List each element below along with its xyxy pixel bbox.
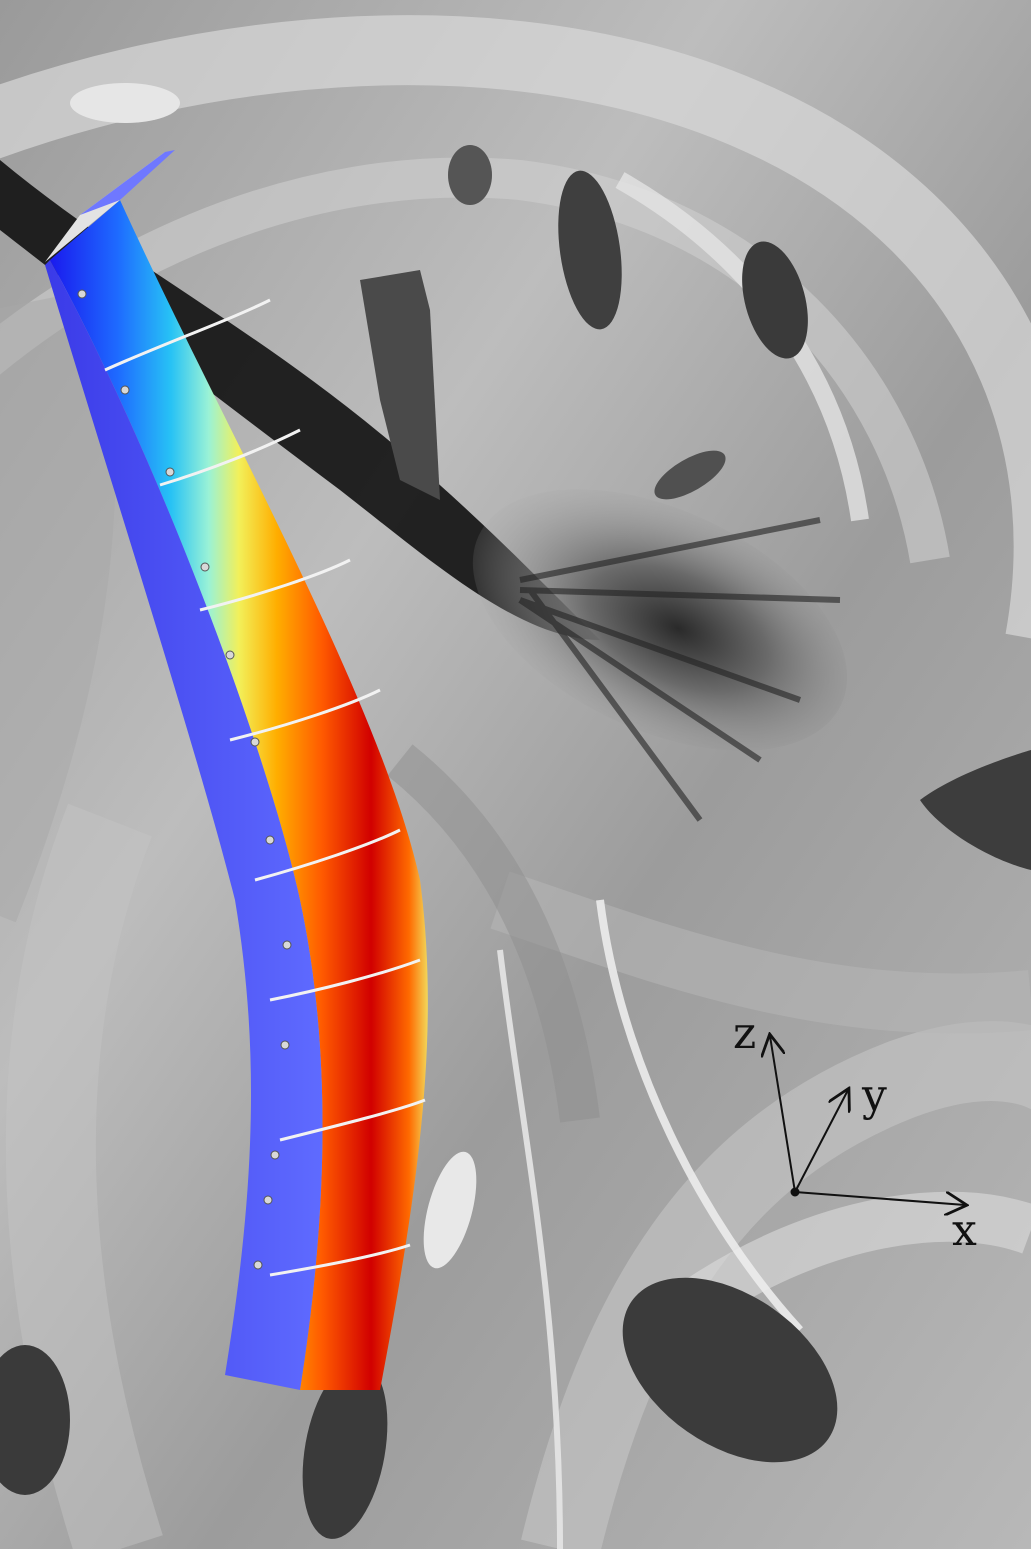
- beam-segment-joints: [104, 298, 426, 1277]
- opening-top: [70, 83, 180, 123]
- beam-colored-face: [50, 200, 428, 1390]
- axes-origin: [790, 1187, 800, 1197]
- beam-blue-face: [45, 260, 323, 1390]
- z-axis-label: z: [733, 1008, 756, 1059]
- x-axis-arrow: [794, 1191, 965, 1205]
- curved-beam: [45, 150, 428, 1390]
- opening-bottom-right: [622, 1277, 838, 1463]
- z-axis-arrow: [770, 1036, 796, 1193]
- swirl-bands: [0, 15, 1031, 1549]
- beam-bolts: [77, 289, 292, 1270]
- y-axis-arrow: [794, 1090, 848, 1193]
- y-axis-label: y: [861, 1070, 887, 1121]
- axes-triad: [770, 1036, 965, 1205]
- x-axis-label: x: [952, 1205, 977, 1256]
- surface-openings: [0, 83, 1031, 1539]
